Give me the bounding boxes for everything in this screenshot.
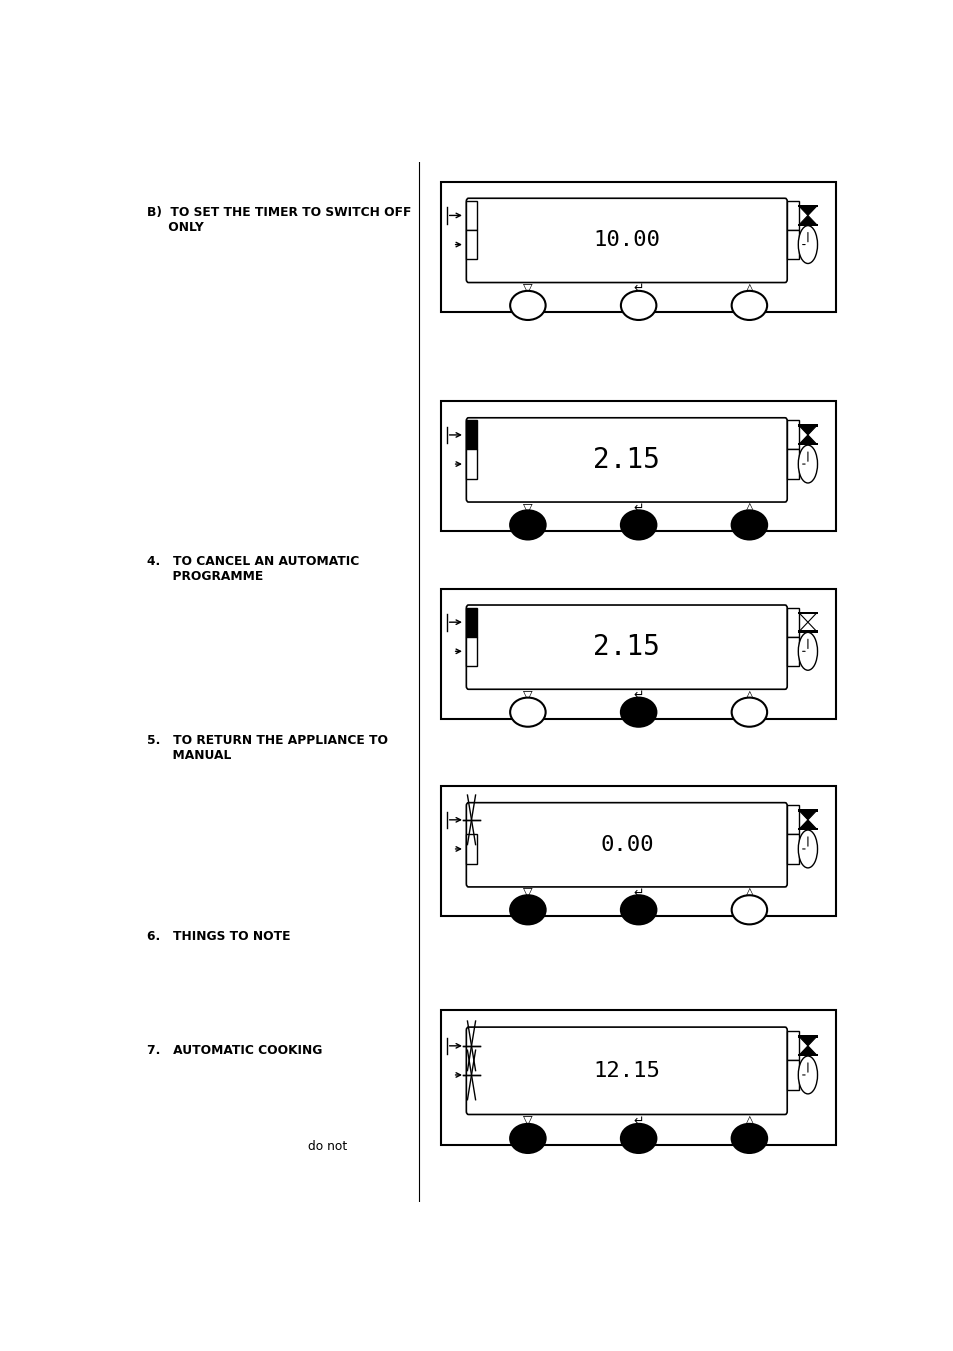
- Ellipse shape: [510, 511, 545, 539]
- Polygon shape: [799, 613, 816, 623]
- Text: ↵: ↵: [633, 1115, 643, 1127]
- Ellipse shape: [620, 290, 656, 320]
- Polygon shape: [799, 207, 816, 215]
- Bar: [440, 589, 836, 719]
- Text: 2.15: 2.15: [593, 446, 659, 474]
- Polygon shape: [799, 1046, 816, 1055]
- Bar: [798, 828, 817, 831]
- Text: ▽: ▽: [522, 886, 532, 900]
- Ellipse shape: [620, 1124, 656, 1152]
- Polygon shape: [799, 811, 816, 820]
- Bar: [798, 631, 817, 632]
- Bar: [786, 420, 799, 450]
- Text: 6.   THINGS TO NOTE: 6. THINGS TO NOTE: [147, 929, 291, 943]
- Polygon shape: [799, 435, 816, 444]
- FancyBboxPatch shape: [466, 199, 786, 282]
- Ellipse shape: [620, 511, 656, 539]
- Text: 4.   TO CANCEL AN AUTOMATIC
      PROGRAMME: 4. TO CANCEL AN AUTOMATIC PROGRAMME: [147, 555, 359, 584]
- Text: 5.   TO RETURN THE APPLIANCE TO
      MANUAL: 5. TO RETURN THE APPLIANCE TO MANUAL: [147, 734, 388, 762]
- Bar: [798, 205, 817, 207]
- Bar: [786, 835, 799, 863]
- FancyBboxPatch shape: [466, 605, 786, 689]
- Polygon shape: [799, 1036, 816, 1046]
- Text: 7.   AUTOMATIC COOKING: 7. AUTOMATIC COOKING: [147, 1044, 322, 1058]
- Bar: [786, 636, 799, 666]
- Text: ▽: ▽: [522, 282, 532, 295]
- Text: △: △: [743, 1115, 754, 1127]
- Bar: [440, 401, 836, 531]
- Bar: [798, 1035, 817, 1038]
- Text: ▽: ▽: [522, 501, 532, 515]
- Bar: [786, 608, 799, 636]
- Bar: [786, 201, 799, 230]
- Text: △: △: [743, 501, 754, 515]
- Bar: [465, 608, 476, 636]
- Text: ↵: ↵: [633, 689, 643, 701]
- Bar: [440, 786, 836, 916]
- Ellipse shape: [798, 830, 817, 867]
- Text: ▽: ▽: [522, 689, 532, 701]
- Text: 0.00: 0.00: [599, 835, 653, 855]
- Polygon shape: [799, 215, 816, 224]
- Bar: [798, 224, 817, 226]
- Ellipse shape: [731, 697, 766, 727]
- Bar: [440, 182, 836, 312]
- Polygon shape: [799, 623, 816, 631]
- Bar: [798, 612, 817, 613]
- Text: △: △: [743, 282, 754, 295]
- Ellipse shape: [510, 1124, 545, 1152]
- Bar: [465, 230, 476, 259]
- FancyBboxPatch shape: [466, 417, 786, 503]
- Bar: [786, 805, 799, 835]
- Text: ↵: ↵: [633, 282, 643, 295]
- Ellipse shape: [731, 511, 766, 539]
- Text: △: △: [743, 886, 754, 900]
- Ellipse shape: [620, 896, 656, 924]
- Bar: [440, 1011, 836, 1146]
- Bar: [798, 424, 817, 427]
- Text: ↵: ↵: [633, 886, 643, 900]
- Ellipse shape: [798, 444, 817, 484]
- Polygon shape: [799, 820, 816, 830]
- Text: B)  TO SET THE TIMER TO SWITCH OFF
     ONLY: B) TO SET THE TIMER TO SWITCH OFF ONLY: [147, 205, 412, 234]
- Text: 2.15: 2.15: [593, 634, 659, 661]
- Text: do not: do not: [308, 1140, 347, 1152]
- FancyBboxPatch shape: [466, 802, 786, 886]
- Ellipse shape: [510, 290, 545, 320]
- Bar: [465, 420, 476, 450]
- Text: 12.15: 12.15: [593, 1061, 659, 1081]
- Text: △: △: [743, 689, 754, 701]
- Ellipse shape: [510, 697, 545, 727]
- Bar: [786, 230, 799, 259]
- Ellipse shape: [620, 697, 656, 727]
- Bar: [786, 1061, 799, 1089]
- Text: 10.00: 10.00: [593, 231, 659, 250]
- Bar: [798, 809, 817, 812]
- Ellipse shape: [798, 1056, 817, 1094]
- Bar: [465, 450, 476, 478]
- Text: ▽: ▽: [522, 1115, 532, 1127]
- Polygon shape: [799, 426, 816, 435]
- Bar: [798, 443, 817, 446]
- Bar: [465, 835, 476, 863]
- Bar: [465, 636, 476, 666]
- Bar: [798, 1054, 817, 1056]
- Text: ↵: ↵: [633, 501, 643, 515]
- Ellipse shape: [510, 896, 545, 924]
- Bar: [465, 201, 476, 230]
- Bar: [786, 450, 799, 478]
- FancyBboxPatch shape: [466, 1027, 786, 1115]
- Ellipse shape: [731, 896, 766, 924]
- Ellipse shape: [731, 290, 766, 320]
- Ellipse shape: [731, 1124, 766, 1152]
- Ellipse shape: [798, 226, 817, 263]
- Ellipse shape: [798, 632, 817, 670]
- Bar: [786, 1031, 799, 1061]
